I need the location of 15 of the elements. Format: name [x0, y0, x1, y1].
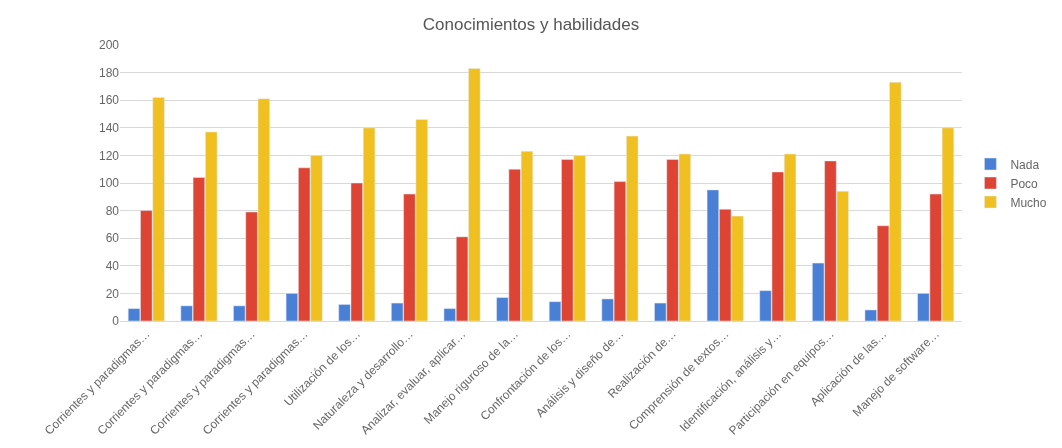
chart-title: Conocimientos y habilidades: [422, 14, 640, 34]
y-tick-label: 180: [98, 65, 120, 80]
y-tick-label: 160: [98, 93, 120, 108]
y-tick-label: 140: [98, 121, 120, 135]
y-tick-label: 60: [105, 231, 120, 246]
y-tick-label: 120: [98, 148, 120, 163]
y-tick-label: 20: [105, 286, 120, 301]
y-tick-label: 0: [112, 314, 120, 329]
y-tick-label: 80: [105, 203, 120, 218]
y-tick-label: 40: [105, 259, 120, 273]
y-tick-label: 100: [98, 176, 120, 191]
legend-label: Mucho: [1010, 195, 1047, 210]
y-tick-label: 200: [98, 38, 120, 53]
legend-label: Poco: [1010, 176, 1039, 191]
legend-label: Nada: [1010, 157, 1040, 172]
